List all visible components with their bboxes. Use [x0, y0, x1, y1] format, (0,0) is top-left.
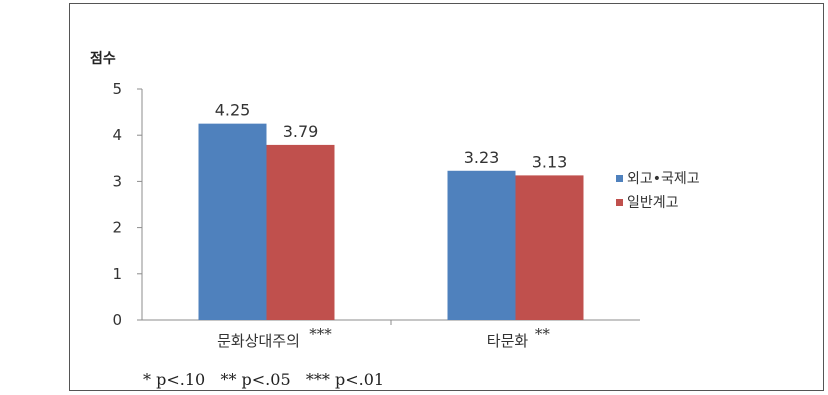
x-category-label: 문화상대주의 [217, 332, 300, 350]
legend-label: 외고•국제고 [627, 171, 700, 187]
bar-value-label: 3.23 [464, 148, 500, 167]
significance-marker: *** [309, 325, 332, 343]
y-axis-title: 점수 [90, 50, 116, 67]
bar-value-label: 3.79 [283, 122, 319, 141]
bar [266, 144, 335, 320]
bar [198, 123, 267, 321]
significance-footnote: * p<.10 ** p<.05 *** p<.01 [143, 370, 385, 389]
legend-swatch [616, 175, 623, 182]
legend-swatch [616, 199, 623, 206]
significance-marker: ** [535, 325, 551, 343]
y-tick-label: 0 [112, 311, 122, 329]
legend-label: 일반계고 [627, 195, 679, 211]
x-category-label: 타문화 [487, 332, 529, 350]
bar [515, 175, 584, 320]
bar-value-label: 4.25 [215, 101, 251, 120]
chart-frame [69, 3, 824, 391]
bar-value-label: 3.13 [532, 152, 568, 171]
bar [447, 170, 516, 320]
y-tick-label: 3 [112, 172, 122, 190]
y-tick-label: 4 [112, 126, 122, 144]
y-tick-label: 2 [112, 219, 122, 237]
y-tick-label: 5 [112, 80, 122, 98]
y-tick-label: 1 [112, 265, 122, 283]
